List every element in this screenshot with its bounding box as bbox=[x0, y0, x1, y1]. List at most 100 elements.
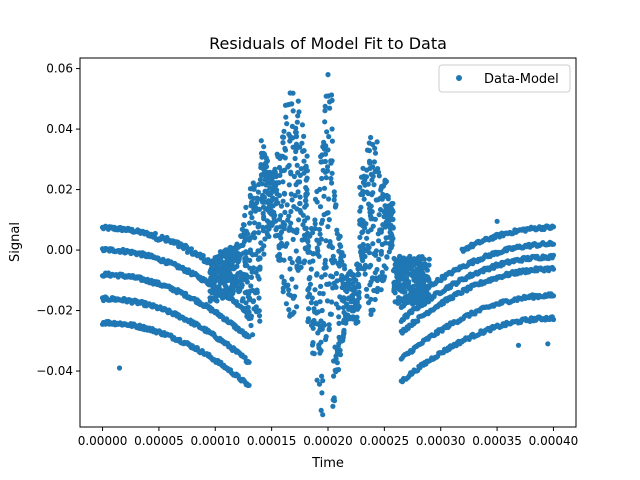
data-point bbox=[382, 203, 388, 209]
data-point bbox=[355, 272, 361, 278]
data-point bbox=[396, 281, 402, 287]
data-point bbox=[221, 253, 227, 259]
data-point bbox=[333, 270, 340, 277]
data-point bbox=[330, 397, 336, 403]
data-point bbox=[361, 266, 367, 272]
data-point bbox=[273, 188, 279, 195]
data-point bbox=[410, 283, 416, 289]
legend-marker bbox=[456, 75, 462, 81]
data-point bbox=[368, 279, 374, 285]
y-tick-label: 0.06 bbox=[46, 62, 73, 76]
data-point bbox=[376, 256, 382, 262]
data-point bbox=[376, 212, 382, 218]
data-point bbox=[332, 193, 338, 199]
data-point bbox=[237, 269, 243, 276]
data-point bbox=[326, 326, 332, 332]
data-point bbox=[289, 260, 295, 266]
data-point bbox=[256, 181, 262, 188]
data-point bbox=[415, 301, 421, 307]
data-point bbox=[287, 292, 294, 298]
data-point bbox=[328, 257, 334, 263]
data-point bbox=[386, 215, 392, 221]
data-point bbox=[396, 287, 403, 293]
data-point bbox=[398, 269, 404, 275]
data-point bbox=[325, 224, 331, 230]
data-point bbox=[301, 133, 307, 139]
data-point bbox=[308, 322, 315, 328]
data-point bbox=[336, 334, 342, 340]
data-point bbox=[284, 121, 290, 127]
data-point bbox=[374, 139, 380, 145]
data-point bbox=[248, 322, 254, 329]
data-point bbox=[260, 199, 266, 205]
data-point bbox=[326, 134, 332, 140]
data-point bbox=[264, 218, 270, 224]
data-point bbox=[239, 226, 245, 232]
data-point bbox=[306, 276, 312, 282]
data-point bbox=[368, 216, 374, 222]
data-point bbox=[350, 316, 356, 322]
data-point bbox=[321, 212, 327, 218]
data-point bbox=[234, 263, 240, 269]
data-point bbox=[342, 287, 349, 293]
data-point bbox=[261, 214, 267, 220]
data-point bbox=[261, 144, 267, 150]
x-axis-ticks: 0.00000 0.00005 0.00010 0.00015 0.00020 0.000… bbox=[78, 427, 578, 448]
data-point bbox=[393, 281, 399, 287]
data-point bbox=[325, 72, 331, 78]
data-point bbox=[422, 274, 428, 280]
data-point bbox=[217, 265, 223, 271]
data-point bbox=[376, 275, 382, 282]
data-point bbox=[293, 248, 299, 254]
data-point bbox=[227, 276, 233, 282]
data-point bbox=[370, 307, 376, 313]
data-point bbox=[370, 173, 376, 179]
data-point bbox=[288, 191, 294, 197]
y-tick-label: −0.04 bbox=[36, 364, 73, 378]
data-point bbox=[311, 351, 317, 357]
data-point bbox=[255, 189, 261, 195]
data-point bbox=[282, 155, 288, 161]
data-point bbox=[278, 168, 284, 174]
data-point bbox=[246, 359, 252, 365]
data-point bbox=[383, 235, 389, 241]
data-point bbox=[360, 253, 366, 259]
data-point bbox=[293, 284, 299, 290]
data-point bbox=[394, 258, 401, 264]
data-point bbox=[312, 287, 318, 293]
data-point bbox=[220, 268, 226, 274]
data-point bbox=[305, 287, 311, 293]
data-point bbox=[294, 304, 300, 310]
data-point bbox=[426, 256, 432, 262]
data-point bbox=[247, 247, 253, 253]
data-point bbox=[228, 261, 234, 267]
legend: Data-Model bbox=[438, 64, 571, 93]
data-point bbox=[550, 224, 557, 230]
data-point bbox=[297, 194, 303, 200]
data-point bbox=[415, 318, 421, 324]
data-point bbox=[353, 320, 359, 326]
data-point bbox=[368, 311, 374, 317]
data-point bbox=[318, 339, 324, 345]
data-point bbox=[302, 225, 308, 231]
data-point bbox=[282, 102, 289, 108]
data-point bbox=[290, 144, 296, 150]
data-point bbox=[382, 240, 389, 246]
data-point bbox=[264, 229, 270, 235]
data-point bbox=[286, 307, 292, 313]
data-point bbox=[313, 300, 319, 306]
data-point bbox=[277, 172, 283, 178]
data-point bbox=[286, 287, 292, 293]
data-point bbox=[217, 274, 224, 280]
data-point bbox=[258, 240, 264, 246]
data-point bbox=[225, 257, 231, 263]
data-point bbox=[383, 207, 389, 213]
data-point bbox=[363, 286, 370, 292]
data-point bbox=[286, 131, 292, 137]
data-point bbox=[335, 305, 341, 311]
data-point bbox=[287, 224, 293, 231]
data-point bbox=[324, 298, 331, 304]
data-point bbox=[322, 103, 328, 109]
data-point bbox=[318, 283, 324, 289]
data-point bbox=[333, 301, 339, 307]
